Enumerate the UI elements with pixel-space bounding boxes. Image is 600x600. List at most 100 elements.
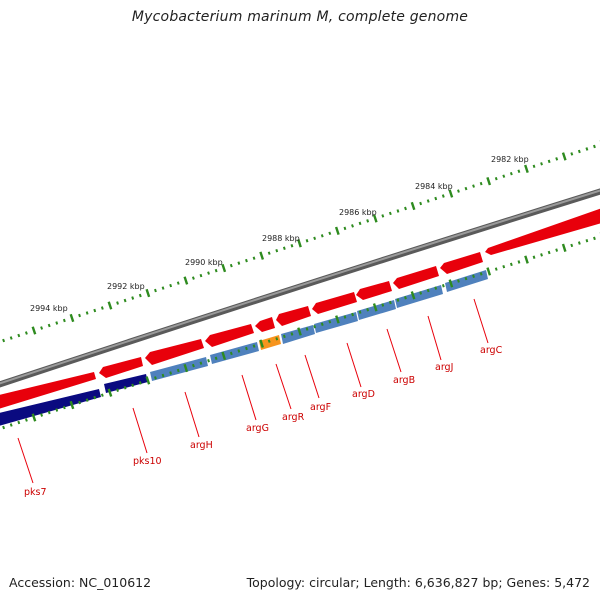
minor-tick [9, 336, 13, 340]
forward-gene[interactable] [99, 357, 143, 378]
gene-label-pks10[interactable]: pks10 [133, 456, 162, 467]
gene-label-argG[interactable]: argG [246, 423, 269, 434]
major-tick [372, 214, 378, 223]
major-tick [335, 315, 340, 324]
minor-tick [472, 274, 475, 278]
minor-tick [24, 331, 28, 335]
minor-tick [320, 234, 324, 238]
gene-label-argC[interactable]: argC [480, 345, 503, 356]
gene-label-argB[interactable]: argB [393, 375, 415, 386]
minor-tick [282, 334, 286, 339]
reverse-gene-argH[interactable] [150, 357, 208, 381]
minor-tick [267, 251, 271, 255]
forward-gene[interactable] [356, 281, 392, 300]
genome-summary-text: Topology: circular; Length: 6,636,827 bp… [246, 575, 590, 590]
minor-tick [55, 408, 59, 412]
forward-gene[interactable] [255, 317, 275, 332]
minor-tick [275, 337, 279, 341]
minor-tick [502, 174, 506, 178]
minor-tick [570, 152, 574, 156]
minor-tick [9, 423, 13, 427]
major-tick [145, 288, 151, 298]
inner-scale-ticks [2, 232, 600, 430]
minor-tick [313, 324, 317, 329]
minor-tick [532, 255, 536, 259]
minor-tick [2, 425, 6, 430]
minor-tick [555, 157, 559, 161]
forward-gene[interactable] [393, 266, 439, 289]
minor-tick [351, 312, 354, 317]
minor-tick [116, 388, 119, 392]
reverse-gene-argC[interactable] [445, 270, 488, 292]
label-line-argG [241, 374, 257, 421]
minor-tick [252, 344, 256, 348]
minor-tick [17, 333, 21, 338]
major-tick [486, 177, 492, 186]
label-line-argC [473, 298, 489, 344]
forward-gene[interactable] [312, 292, 357, 314]
label-lines [17, 298, 489, 484]
reverse-gene-argJ[interactable] [395, 285, 443, 308]
minor-tick [457, 189, 460, 193]
minor-tick [154, 288, 157, 293]
label-line-argJ [427, 315, 442, 361]
forward-gene[interactable] [276, 306, 311, 326]
minor-tick [207, 359, 210, 363]
major-tick [259, 251, 265, 260]
gene-label-argH[interactable]: argH [190, 440, 213, 451]
minor-tick [237, 261, 241, 265]
minor-tick [472, 184, 475, 188]
minor-tick [464, 186, 468, 191]
major-tick [524, 255, 529, 264]
minor-tick [419, 291, 423, 295]
minor-tick [381, 303, 385, 307]
minor-tick [577, 241, 581, 245]
gene-label-argJ[interactable]: argJ [435, 362, 453, 373]
minor-tick [426, 288, 430, 293]
major-tick [69, 313, 75, 323]
gene-label-pks7[interactable]: pks7 [24, 487, 47, 498]
scale-label-2982: 2982 kbp [491, 155, 529, 164]
minor-tick [40, 326, 44, 330]
highlight-gene-argR[interactable] [259, 335, 281, 350]
minor-tick [267, 339, 271, 343]
gene-label-argD[interactable]: argD [352, 389, 375, 400]
major-tick [448, 279, 454, 288]
scale-label-2988: 2988 kbp [262, 234, 300, 243]
reverse-gene-pks7[interactable] [0, 389, 101, 427]
minor-tick [585, 147, 589, 151]
minor-tick [161, 373, 165, 378]
minor-tick [502, 264, 506, 269]
reverse-gene-argG[interactable] [210, 342, 259, 364]
forward-gene[interactable] [0, 372, 96, 410]
major-tick [221, 351, 227, 361]
reverse-gene-pks10[interactable] [104, 374, 148, 393]
map-title: Mycobacterium marinum M, complete genome [131, 9, 469, 25]
minor-tick [229, 263, 233, 268]
minor-tick [229, 351, 233, 356]
forward-gene[interactable] [145, 339, 204, 365]
forward-gene[interactable] [485, 207, 600, 255]
minor-tick [100, 306, 104, 310]
minor-tick [555, 248, 559, 252]
gene-label-argR[interactable]: argR [282, 412, 305, 423]
minor-tick [479, 181, 483, 186]
scale-label-2986: 2986 kbp [339, 208, 377, 217]
minor-tick [78, 400, 81, 405]
major-tick [297, 327, 302, 336]
gene-label-argF[interactable]: argF [310, 402, 331, 413]
label-line-argF [304, 354, 320, 399]
minor-tick [366, 219, 370, 223]
minor-tick [131, 296, 135, 300]
minor-tick [252, 256, 256, 260]
scale-label-2984: 2984 kbp [415, 182, 453, 191]
major-tick [372, 303, 378, 312]
minor-tick [313, 236, 317, 241]
forward-gene[interactable] [440, 252, 483, 274]
minor-tick [214, 268, 218, 273]
minor-tick [351, 224, 354, 228]
reverse-gene-argD[interactable] [314, 312, 358, 333]
minor-tick [282, 246, 286, 250]
forward-gene[interactable] [205, 324, 254, 347]
major-tick [486, 267, 492, 276]
